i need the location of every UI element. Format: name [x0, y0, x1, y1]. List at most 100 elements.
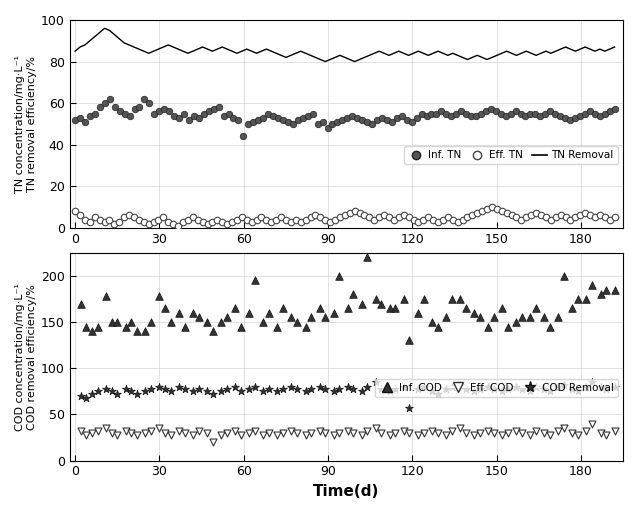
Eff. TN	[70, 207, 80, 215]
Inf. TN	[209, 105, 219, 114]
Eff. COD	[455, 424, 465, 432]
Eff. COD	[511, 427, 521, 435]
COD Removal	[146, 384, 156, 393]
Inf. COD	[278, 304, 288, 312]
Inf. TN	[302, 112, 313, 120]
Eff. TN	[467, 211, 477, 219]
Inf. TN	[486, 105, 496, 114]
Eff. TN	[271, 215, 281, 224]
Inf. COD	[194, 313, 204, 321]
Eff. COD	[87, 429, 97, 437]
Inf. TN	[95, 103, 105, 112]
Eff. TN	[300, 215, 311, 224]
Eff. TN	[448, 215, 458, 224]
Inf. TN	[595, 112, 605, 120]
Eff. COD	[362, 427, 373, 435]
COD Removal	[112, 390, 122, 398]
Inf. COD	[286, 313, 297, 321]
COD Removal	[553, 382, 563, 391]
Eff. TN	[109, 219, 119, 228]
Inf. COD	[87, 327, 97, 335]
Eff. COD	[433, 429, 443, 437]
Eff. TN	[256, 213, 267, 222]
Inf. TN	[530, 109, 540, 118]
Eff. TN	[266, 217, 276, 226]
Inf. TN	[298, 114, 308, 122]
COD Removal	[250, 382, 260, 391]
Inf. TN	[422, 112, 432, 120]
Eff. TN	[379, 211, 389, 219]
Eff. TN	[124, 211, 134, 219]
Y-axis label: TN concentration/mg·L⁻¹
TN removal efficiency/%: TN concentration/mg·L⁻¹ TN removal effic…	[15, 55, 36, 193]
Eff. TN	[345, 209, 355, 217]
Inf. TN	[105, 95, 115, 103]
Eff. COD	[126, 429, 137, 437]
Eff. TN	[310, 211, 320, 219]
Inf. COD	[264, 308, 274, 317]
COD Removal	[236, 387, 246, 395]
Inf. COD	[126, 318, 137, 326]
Inf. COD	[419, 295, 429, 303]
Inf. TN	[115, 107, 125, 116]
Inf. COD	[76, 299, 86, 307]
Eff. COD	[390, 429, 401, 437]
COD Removal	[567, 384, 577, 393]
Inf. COD	[390, 304, 401, 312]
Eff. COD	[154, 424, 165, 432]
COD Removal	[306, 384, 316, 393]
Eff. TN	[369, 215, 380, 224]
Eff. TN	[536, 211, 546, 219]
COD Removal	[503, 384, 513, 393]
COD Removal	[433, 390, 443, 398]
Eff. TN	[188, 213, 198, 222]
Inf. TN	[194, 114, 204, 122]
Eff. COD	[419, 429, 429, 437]
Inf. COD	[545, 322, 555, 331]
Eff. COD	[272, 431, 283, 439]
Inf. TN	[392, 114, 402, 122]
COD Removal	[107, 387, 117, 395]
COD Removal	[222, 384, 232, 393]
Inf. COD	[306, 313, 316, 321]
Inf. TN	[238, 132, 248, 140]
Eff. TN	[595, 211, 605, 219]
COD Removal	[483, 382, 493, 391]
Inf. COD	[531, 304, 541, 312]
Inf. TN	[406, 118, 417, 126]
Eff. COD	[427, 427, 437, 435]
Eff. TN	[384, 213, 394, 222]
Eff. TN	[350, 207, 360, 215]
COD Removal	[244, 384, 255, 393]
COD Removal	[264, 384, 274, 393]
Inf. TN	[198, 109, 209, 118]
Eff. TN	[472, 209, 482, 217]
Inf. TN	[436, 107, 447, 116]
Inf. TN	[525, 109, 535, 118]
Eff. COD	[489, 429, 499, 437]
Eff. COD	[469, 431, 479, 439]
COD Removal	[174, 382, 184, 391]
Eff. TN	[394, 213, 404, 222]
Inf. TN	[560, 114, 570, 122]
Eff. TN	[158, 213, 168, 222]
Eff. COD	[343, 427, 353, 435]
Inf. COD	[250, 277, 260, 285]
Inf. TN	[119, 109, 130, 118]
COD Removal	[202, 387, 212, 395]
Inf. COD	[587, 281, 597, 289]
Eff. COD	[376, 429, 387, 437]
Eff. TN	[355, 209, 365, 217]
Eff. COD	[320, 429, 330, 437]
Inf. COD	[376, 299, 387, 307]
Inf. TN	[204, 107, 214, 116]
Inf. COD	[140, 327, 151, 335]
Eff. TN	[389, 215, 399, 224]
Inf. COD	[441, 313, 451, 321]
Eff. TN	[423, 213, 433, 222]
Inf. TN	[288, 120, 298, 128]
COD Removal	[517, 384, 527, 393]
Inf. TN	[412, 114, 422, 122]
Inf. COD	[101, 292, 111, 300]
Eff. TN	[232, 215, 242, 224]
Eff. TN	[565, 215, 575, 224]
